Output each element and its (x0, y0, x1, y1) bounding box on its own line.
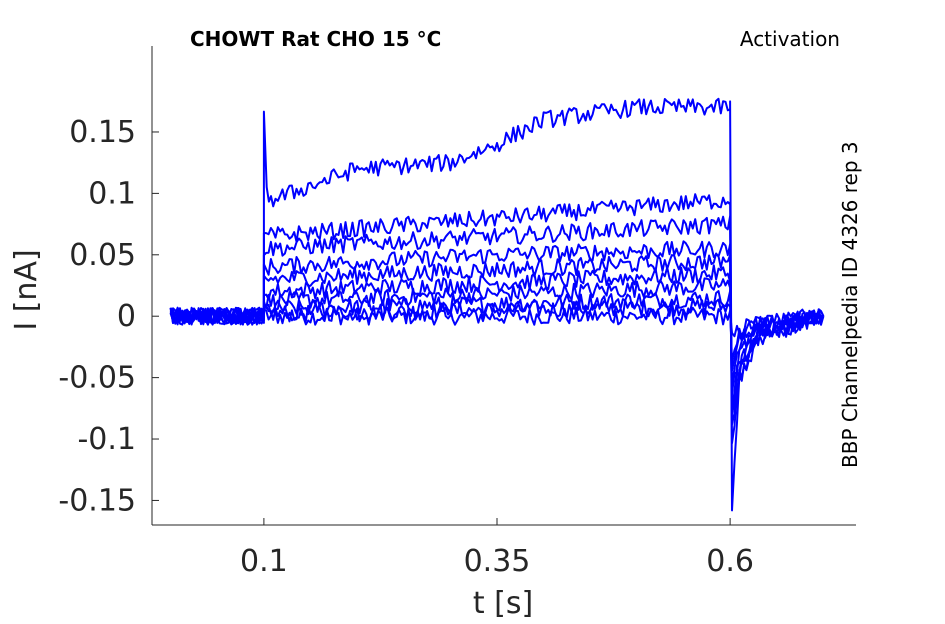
current-trace-1 (169, 306, 824, 338)
current-trace-7 (169, 240, 824, 415)
current-trace-8 (169, 215, 825, 426)
current-trace-4 (169, 277, 825, 386)
side-annotation: BBP Channelpedia ID 4326 rep 3 (838, 141, 862, 468)
x-tick-label: 0.6 (706, 544, 754, 579)
x-tick-group: 0.1 0.35 0.6 (240, 518, 754, 579)
trace-group (169, 97, 825, 512)
y-tick-group: -0.15 -0.1 -0.05 0 0.05 0.1 0.15 (58, 115, 159, 518)
current-trace-6 (169, 252, 825, 410)
y-tick-label: 0.15 (69, 115, 136, 150)
current-trace-10 (170, 97, 824, 512)
current-trace-3 (169, 290, 825, 372)
chart-title: CHOWT Rat CHO 15 °C (190, 27, 441, 51)
current-trace-5 (169, 264, 825, 396)
current-trace-9 (169, 193, 825, 445)
x-axis-label: t [s] (473, 586, 533, 621)
y-tick-label: -0.15 (58, 483, 136, 518)
y-tick-label: 0 (117, 299, 136, 334)
y-tick-label: 0.05 (69, 238, 136, 273)
y-tick-label: -0.1 (77, 422, 136, 457)
x-tick-label: 0.35 (464, 544, 531, 579)
y-tick-label: 0.1 (88, 176, 136, 211)
chart-subtitle: Activation (740, 27, 840, 51)
y-tick-label: -0.05 (58, 361, 136, 396)
y-axis-label: I [nA] (9, 249, 44, 330)
current-trace-2 (170, 297, 825, 363)
x-tick-label: 0.1 (240, 544, 288, 579)
